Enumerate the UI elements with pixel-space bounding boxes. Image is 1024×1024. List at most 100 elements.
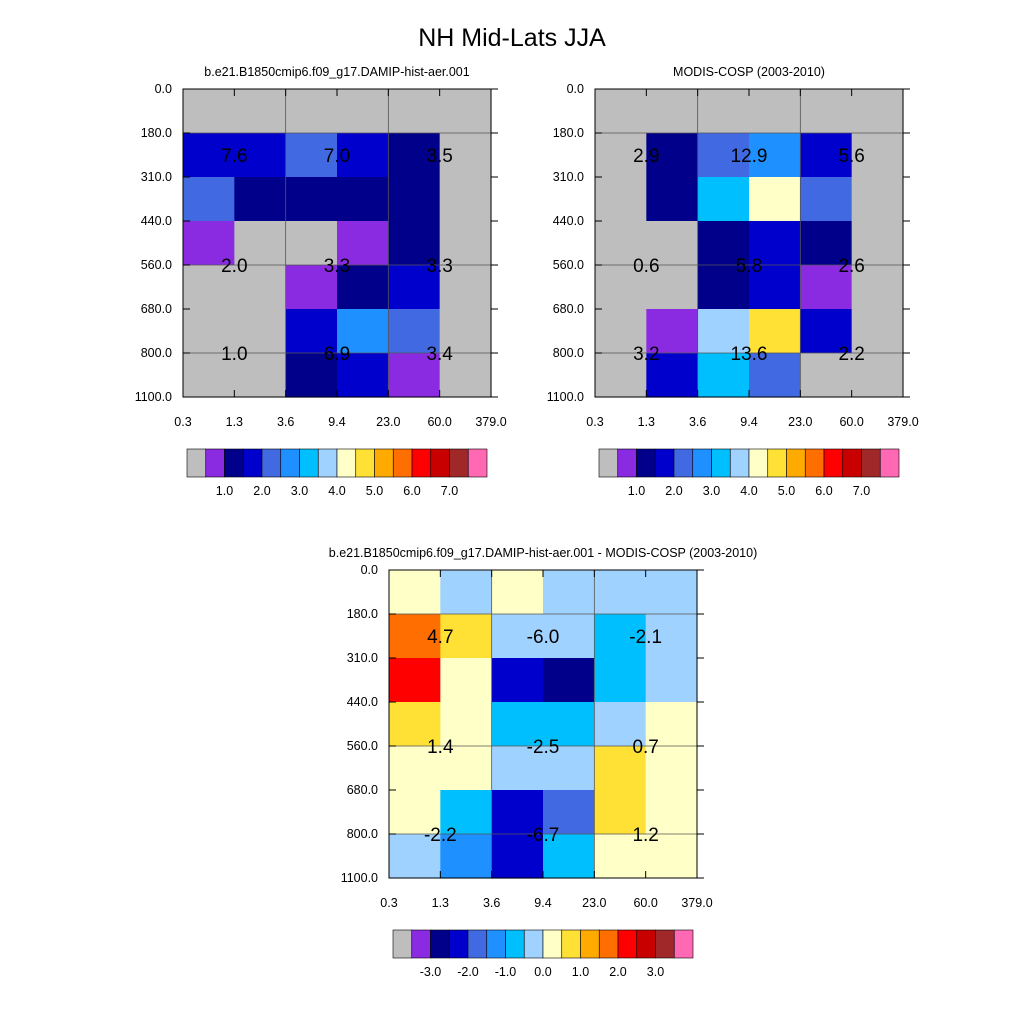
heatmap-cell: [749, 265, 801, 310]
colorbar-swatch: [317, 448, 338, 478]
y-tick-label: 1100.0: [135, 390, 172, 404]
heatmap-cell: [697, 89, 750, 134]
heatmap-cell: [491, 614, 544, 659]
colorbar-label: -1.0: [495, 965, 517, 979]
x-tick-label: 9.4: [740, 415, 757, 429]
heatmap-cell: [234, 89, 287, 134]
heatmap-cell: [595, 265, 647, 310]
y-tick-label: 0.0: [155, 82, 172, 96]
y-tick-label: 680.0: [347, 783, 378, 797]
heatmap-cell: [183, 309, 235, 354]
x-tick-label: 0.3: [586, 415, 603, 429]
colorbar: 1.0 2.0 3.0 4.0 5.0 6.0 7.0: [598, 448, 900, 498]
heatmap-cell: [491, 702, 544, 747]
heatmap-cell: [697, 177, 750, 222]
heatmap-cell: [389, 614, 441, 659]
block-value-label: 2.2: [838, 344, 864, 365]
heatmap-cell: [851, 89, 904, 134]
heatmap-cell: [749, 309, 801, 354]
heatmap-cell: [697, 221, 750, 266]
heatmap-cell: [491, 746, 544, 791]
heatmap-cell: [439, 177, 492, 222]
colorbar-label: 1.0: [628, 484, 645, 498]
heatmap-cell: [439, 265, 492, 310]
block-value-label: -6.7: [527, 825, 560, 846]
heatmap-cell: [543, 834, 595, 879]
heatmap-cell: [440, 790, 493, 835]
colorbar-swatch: [748, 448, 769, 478]
y-tick-label: 680.0: [553, 302, 584, 316]
x-tick-label: 9.4: [328, 415, 345, 429]
y-tick-label: 440.0: [347, 695, 378, 709]
colorbar-swatch: [336, 448, 357, 478]
heatmap-cell: [800, 309, 853, 354]
x-tick-label: 9.4: [534, 896, 551, 910]
colorbar-swatch: [655, 929, 675, 959]
panel-title: b.e21.B1850cmip6.f09_g17.DAMIP-hist-aer.…: [329, 546, 757, 560]
colorbar-label: 4.0: [740, 484, 757, 498]
heatmap-cell: [388, 309, 441, 354]
colorbar-swatch: [224, 448, 244, 478]
heatmap-cell: [749, 221, 801, 266]
heatmap-cell: [388, 133, 441, 178]
block-value-label: 3.4: [426, 344, 453, 365]
y-tick-label: 180.0: [347, 607, 378, 621]
heatmap-cell: [851, 221, 904, 266]
x-tick-label: 23.0: [376, 415, 400, 429]
heatmap-cell: [749, 353, 801, 398]
heatmap-panel: b.e21.B1850cmip6.f09_g17.DAMIP-hist-aer.…: [135, 65, 507, 498]
colorbar: 1.0 2.0 3.0 4.0 5.0 6.0 7.0: [186, 448, 488, 498]
heatmap-cell: [183, 221, 235, 266]
colorbar-swatch: [842, 448, 862, 478]
heatmap-cell: [851, 177, 904, 222]
colorbar-swatch: [505, 929, 525, 959]
heatmap-cell: [337, 133, 389, 178]
block-value-label: 3.2: [633, 344, 659, 365]
heatmap-cell: [543, 746, 595, 791]
block-value-label: 1.2: [632, 825, 658, 846]
colorbar-label: 3.0: [291, 484, 308, 498]
heatmap-cell: [646, 133, 699, 178]
y-tick-label: 800.0: [553, 346, 584, 360]
colorbar-label: 7.0: [853, 484, 870, 498]
colorbar-swatch: [411, 448, 432, 478]
colorbar-label: 1.0: [572, 965, 589, 979]
heatmap-cell: [594, 658, 647, 703]
colorbar-swatch: [598, 448, 619, 478]
heatmap-cell: [183, 89, 235, 134]
colorbar-swatch: [411, 929, 431, 959]
heatmap-cell: [595, 353, 647, 398]
heatmap-cell: [594, 702, 647, 747]
x-tick-label: 1.3: [638, 415, 655, 429]
colorbar-swatch: [636, 929, 656, 959]
heatmap-cell: [285, 221, 338, 266]
colorbar-label: 7.0: [441, 484, 458, 498]
heatmap-cell: [183, 133, 235, 178]
heatmap-cell: [646, 221, 699, 266]
heatmap-cell: [697, 353, 750, 398]
heatmap-cell: [851, 353, 904, 398]
colorbar-swatch: [673, 929, 694, 959]
block-value-label: 0.7: [632, 737, 658, 758]
heatmap-cell: [389, 790, 441, 835]
y-tick-label: 180.0: [553, 126, 584, 140]
colorbar-swatch: [523, 929, 544, 959]
block-value-label: 1.0: [221, 344, 247, 365]
x-tick-label: 0.3: [174, 415, 191, 429]
block-value-label: 4.7: [427, 627, 453, 648]
panels-group: b.e21.B1850cmip6.f09_g17.DAMIP-hist-aer.…: [135, 65, 919, 979]
y-tick-label: 680.0: [141, 302, 172, 316]
heatmap-cell: [389, 834, 441, 879]
block-value-label: 2.9: [633, 146, 659, 167]
heatmap-cell: [491, 834, 544, 879]
y-tick-label: 440.0: [141, 214, 172, 228]
y-tick-label: 310.0: [141, 170, 172, 184]
block-value-label: 5.8: [736, 256, 762, 277]
y-tick-label: 180.0: [141, 126, 172, 140]
heatmap-cell: [594, 790, 647, 835]
heatmap-cell: [439, 353, 492, 398]
x-tick-label: 379.0: [681, 896, 712, 910]
heatmap-cell: [285, 309, 338, 354]
colorbar-swatch: [392, 448, 413, 478]
heatmap-cell: [645, 790, 698, 835]
